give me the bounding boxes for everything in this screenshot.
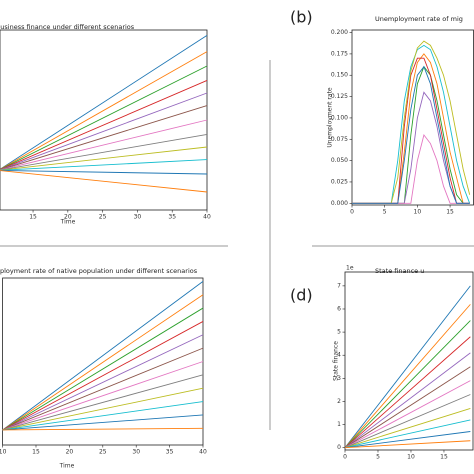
x-tick-label: 15 bbox=[29, 214, 37, 221]
y-tick-label: 7 bbox=[337, 282, 341, 289]
series-line bbox=[0, 159, 208, 171]
series-line bbox=[2, 374, 204, 431]
x-axis-label: Time bbox=[60, 219, 76, 226]
series-line bbox=[2, 361, 204, 431]
x-tick-label: 30 bbox=[132, 449, 140, 456]
plot-frame bbox=[344, 271, 474, 451]
x-tick-label: 35 bbox=[166, 449, 174, 456]
series-line bbox=[2, 321, 204, 431]
y-axis-label: Unemployment rate bbox=[327, 87, 334, 148]
series-line bbox=[352, 44, 471, 204]
y-tick-label: 0 bbox=[337, 444, 341, 451]
y-tick-label: 0.175 bbox=[331, 50, 348, 57]
series-line bbox=[2, 307, 204, 431]
y-tick-label: 3 bbox=[337, 375, 341, 382]
y-axis-label: State finance bbox=[333, 341, 340, 381]
series-line bbox=[352, 65, 470, 204]
series-line bbox=[344, 380, 471, 449]
x-tick-label: 0 bbox=[343, 454, 347, 461]
x-tick-label: 30 bbox=[134, 214, 142, 221]
x-tick-label: 25 bbox=[99, 449, 107, 456]
x-tick-label: 40 bbox=[199, 449, 207, 456]
x-tick-label: 35 bbox=[168, 214, 176, 221]
series-line bbox=[344, 285, 471, 448]
series-line bbox=[344, 440, 471, 449]
chart-title: Unemployment rate of mig bbox=[375, 15, 463, 23]
series-line bbox=[0, 146, 208, 171]
x-tick-label: 10 bbox=[407, 454, 415, 461]
x-tick-label: 5 bbox=[376, 454, 380, 461]
series-line bbox=[344, 352, 471, 449]
series-line bbox=[0, 65, 208, 171]
y-tick-label: 6 bbox=[337, 305, 341, 312]
series-line bbox=[2, 334, 204, 431]
x-tick-label: 15 bbox=[446, 209, 454, 216]
series-line bbox=[0, 92, 208, 171]
series-line bbox=[344, 304, 471, 448]
chart-title: State finance u bbox=[375, 267, 424, 275]
panel-label: (b) bbox=[290, 8, 313, 27]
y-tick-label: 0.075 bbox=[331, 136, 348, 143]
plot-frame bbox=[0, 29, 208, 211]
series-line bbox=[0, 79, 208, 171]
series-line bbox=[0, 35, 208, 170]
series-line bbox=[352, 40, 471, 204]
y-tick-label: 4 bbox=[337, 352, 341, 359]
series-line bbox=[2, 280, 204, 431]
y-tick-label: 0.125 bbox=[331, 93, 348, 100]
series-line bbox=[344, 394, 471, 449]
x-tick-label: 0 bbox=[350, 209, 354, 216]
series-line bbox=[344, 419, 471, 449]
series-line bbox=[2, 294, 204, 431]
series-line bbox=[344, 431, 471, 449]
x-tick-label: 10 bbox=[414, 209, 422, 216]
y-tick-label: 0.025 bbox=[331, 178, 348, 185]
x-tick-label: 15 bbox=[440, 454, 448, 461]
offset-label: 1e bbox=[346, 265, 354, 272]
x-tick-label: 20 bbox=[64, 214, 72, 221]
y-tick-label: 0.050 bbox=[331, 157, 348, 164]
series-line bbox=[352, 133, 470, 204]
x-tick-label: 15 bbox=[32, 449, 40, 456]
series-line bbox=[0, 169, 208, 175]
chart-title: Business finance under different scenari… bbox=[0, 23, 135, 31]
x-tick-label: 40 bbox=[203, 214, 211, 221]
y-tick-label: 0.200 bbox=[331, 29, 348, 36]
y-tick-label: 1 bbox=[337, 421, 341, 428]
y-tick-label: 5 bbox=[337, 329, 341, 336]
series-line bbox=[0, 133, 208, 171]
panel-label: (d) bbox=[290, 286, 313, 305]
series-line bbox=[2, 427, 204, 431]
series-line bbox=[0, 105, 208, 171]
x-axis-label: Time bbox=[59, 463, 75, 470]
series-line bbox=[2, 387, 204, 431]
y-tick-label: 0.100 bbox=[331, 114, 348, 121]
series-line bbox=[0, 51, 208, 170]
series-line bbox=[0, 119, 208, 171]
series-line bbox=[344, 366, 471, 449]
series-line bbox=[2, 401, 204, 431]
chart-title: ployment rate of native population under… bbox=[0, 267, 198, 275]
x-tick-label: 20 bbox=[66, 449, 74, 456]
series-line bbox=[344, 336, 471, 449]
series-line bbox=[2, 414, 204, 431]
x-tick-label: 10 bbox=[0, 449, 7, 456]
y-tick-label: 2 bbox=[337, 398, 341, 405]
y-tick-label: 0.000 bbox=[331, 200, 348, 207]
series-line bbox=[344, 320, 471, 449]
series-line bbox=[0, 170, 208, 193]
y-tick-label: 0.150 bbox=[331, 72, 348, 79]
x-tick-label: 5 bbox=[383, 209, 387, 216]
series-line bbox=[344, 407, 471, 449]
series-line bbox=[352, 57, 470, 204]
series-line bbox=[2, 347, 204, 431]
x-tick-label: 25 bbox=[99, 214, 107, 221]
